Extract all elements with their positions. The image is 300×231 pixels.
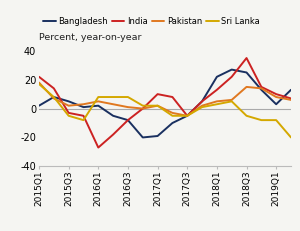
India — [126, 119, 130, 122]
India — [52, 87, 56, 90]
Text: Percent, year-on-year: Percent, year-on-year — [39, 33, 142, 42]
India — [111, 133, 115, 136]
India — [230, 75, 233, 78]
Sri Lanka — [82, 119, 85, 122]
Pakistan — [215, 100, 219, 103]
Sri Lanka — [67, 114, 70, 117]
India — [215, 88, 219, 91]
Pakistan — [126, 106, 130, 109]
Bangladesh — [67, 100, 70, 103]
Pakistan — [245, 85, 248, 88]
Pakistan — [111, 103, 115, 106]
Sri Lanka — [141, 104, 145, 107]
Pakistan — [82, 103, 85, 106]
India — [289, 97, 293, 100]
India — [245, 57, 248, 59]
Pakistan — [67, 104, 70, 107]
Bangladesh — [141, 136, 145, 139]
Legend: Bangladesh, India, Pakistan, Sri Lanka: Bangladesh, India, Pakistan, Sri Lanka — [43, 17, 260, 26]
Line: Bangladesh: Bangladesh — [39, 70, 291, 137]
Bangladesh — [215, 75, 219, 78]
India — [185, 114, 189, 117]
India — [82, 114, 85, 117]
Line: Pakistan: Pakistan — [39, 82, 291, 116]
Sri Lanka — [185, 114, 189, 117]
Bangladesh — [156, 135, 159, 137]
Sri Lanka — [111, 96, 115, 98]
India — [274, 93, 278, 96]
Bangladesh — [260, 88, 263, 91]
Sri Lanka — [97, 96, 100, 98]
Bangladesh — [274, 103, 278, 106]
Bangladesh — [185, 114, 189, 117]
Sri Lanka — [230, 100, 233, 103]
Line: Sri Lanka: Sri Lanka — [39, 84, 291, 137]
Bangladesh — [289, 88, 293, 91]
India — [260, 85, 263, 88]
India — [171, 96, 174, 98]
Bangladesh — [97, 104, 100, 107]
Bangladesh — [126, 119, 130, 122]
Sri Lanka — [156, 104, 159, 107]
India — [200, 100, 204, 103]
Pakistan — [185, 114, 189, 117]
Bangladesh — [200, 100, 204, 103]
India — [37, 75, 41, 78]
Pakistan — [274, 96, 278, 98]
Sri Lanka — [200, 106, 204, 109]
Bangladesh — [230, 68, 233, 71]
Bangladesh — [111, 114, 115, 117]
Pakistan — [260, 87, 263, 90]
Sri Lanka — [215, 103, 219, 106]
Bangladesh — [52, 96, 56, 98]
Sri Lanka — [260, 119, 263, 122]
Pakistan — [156, 104, 159, 107]
Sri Lanka — [274, 119, 278, 122]
Pakistan — [37, 81, 41, 84]
Pakistan — [141, 107, 145, 110]
Bangladesh — [171, 122, 174, 124]
Pakistan — [97, 100, 100, 103]
Sri Lanka — [245, 114, 248, 117]
Bangladesh — [82, 106, 85, 109]
Pakistan — [171, 112, 174, 114]
India — [156, 93, 159, 96]
India — [141, 107, 145, 110]
Pakistan — [200, 104, 204, 107]
India — [97, 146, 100, 149]
Bangladesh — [37, 104, 41, 107]
Sri Lanka — [37, 83, 41, 85]
Line: India: India — [39, 58, 291, 148]
Sri Lanka — [126, 96, 130, 98]
Pakistan — [230, 98, 233, 101]
India — [67, 112, 70, 114]
Sri Lanka — [52, 96, 56, 98]
Sri Lanka — [171, 114, 174, 117]
Bangladesh — [245, 71, 248, 74]
Sri Lanka — [289, 136, 293, 139]
Pakistan — [289, 98, 293, 101]
Pakistan — [52, 97, 56, 100]
